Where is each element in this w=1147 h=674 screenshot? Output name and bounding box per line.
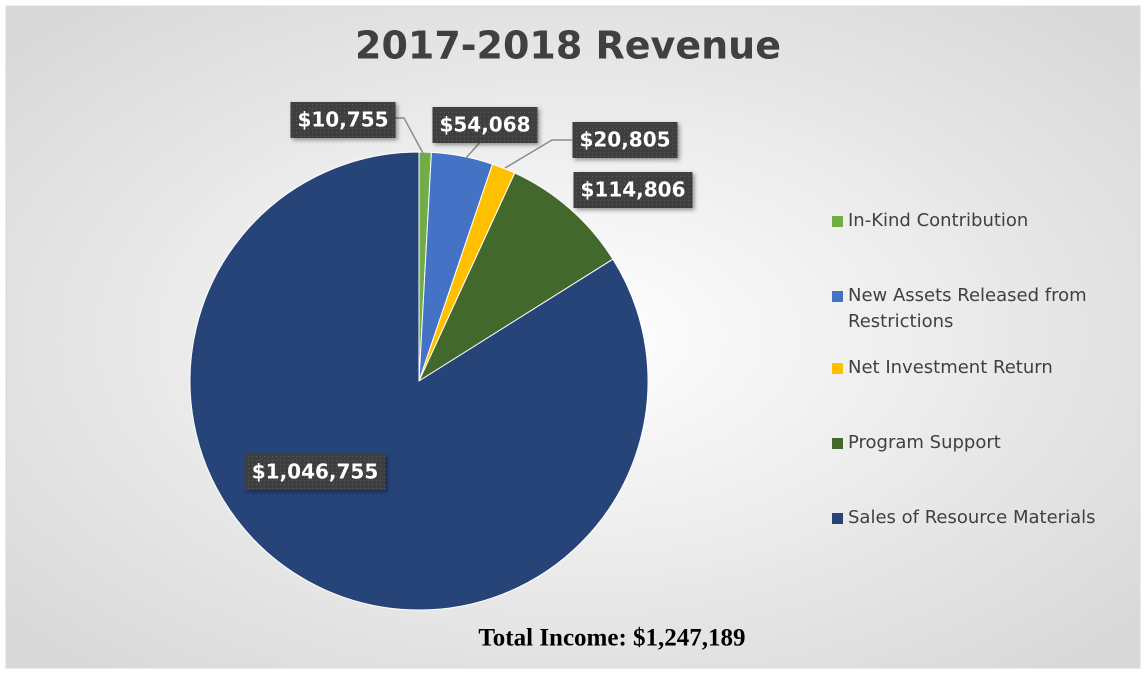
legend-label: New Assets Released from Restrictions bbox=[848, 285, 1087, 332]
legend-label: Program Support bbox=[848, 432, 1001, 453]
data-label: $20,805 bbox=[572, 122, 678, 158]
legend-label: In-Kind Contribution bbox=[848, 210, 1029, 231]
legend-swatch bbox=[832, 513, 843, 524]
data-label: $1,046,755 bbox=[244, 454, 386, 490]
data-label-box bbox=[572, 122, 678, 158]
legend-swatch bbox=[832, 216, 843, 227]
legend-label: Net Investment Return bbox=[848, 357, 1053, 378]
data-label: $10,755 bbox=[290, 102, 396, 138]
pie-slice bbox=[417, 172, 614, 383]
legend-item: Program Support bbox=[832, 430, 1143, 456]
legend-swatch bbox=[832, 363, 843, 374]
legend-item: In-Kind Contribution bbox=[832, 208, 1143, 234]
data-label-text: $54,068 bbox=[439, 113, 530, 137]
chart-title: 2017-2018 Revenue bbox=[355, 24, 781, 68]
data-label-box bbox=[290, 102, 396, 138]
data-label-box bbox=[573, 172, 693, 208]
data-label: $54,068 bbox=[432, 107, 538, 143]
legend-item: Net Investment Return bbox=[832, 355, 1143, 381]
legend-item: Sales of Resource Materials bbox=[832, 505, 1143, 531]
annotation: Total Income: $1,247,189 bbox=[478, 625, 745, 652]
data-label-text: $10,755 bbox=[297, 108, 388, 132]
leader-line bbox=[504, 139, 572, 169]
data-label: $114,806 bbox=[573, 172, 693, 208]
data-label-box bbox=[432, 107, 538, 143]
pie-slice bbox=[189, 151, 649, 611]
data-label-text: $1,046,755 bbox=[252, 460, 379, 484]
data-label-text: $114,806 bbox=[580, 178, 685, 202]
legend-swatch bbox=[832, 291, 843, 302]
legend-item: New Assets Released from Restrictions bbox=[832, 283, 1143, 335]
data-label-text: $20,805 bbox=[579, 128, 670, 152]
legend-swatch bbox=[832, 438, 843, 449]
data-label-box bbox=[244, 454, 386, 490]
legend-label: Sales of Resource Materials bbox=[848, 507, 1096, 528]
